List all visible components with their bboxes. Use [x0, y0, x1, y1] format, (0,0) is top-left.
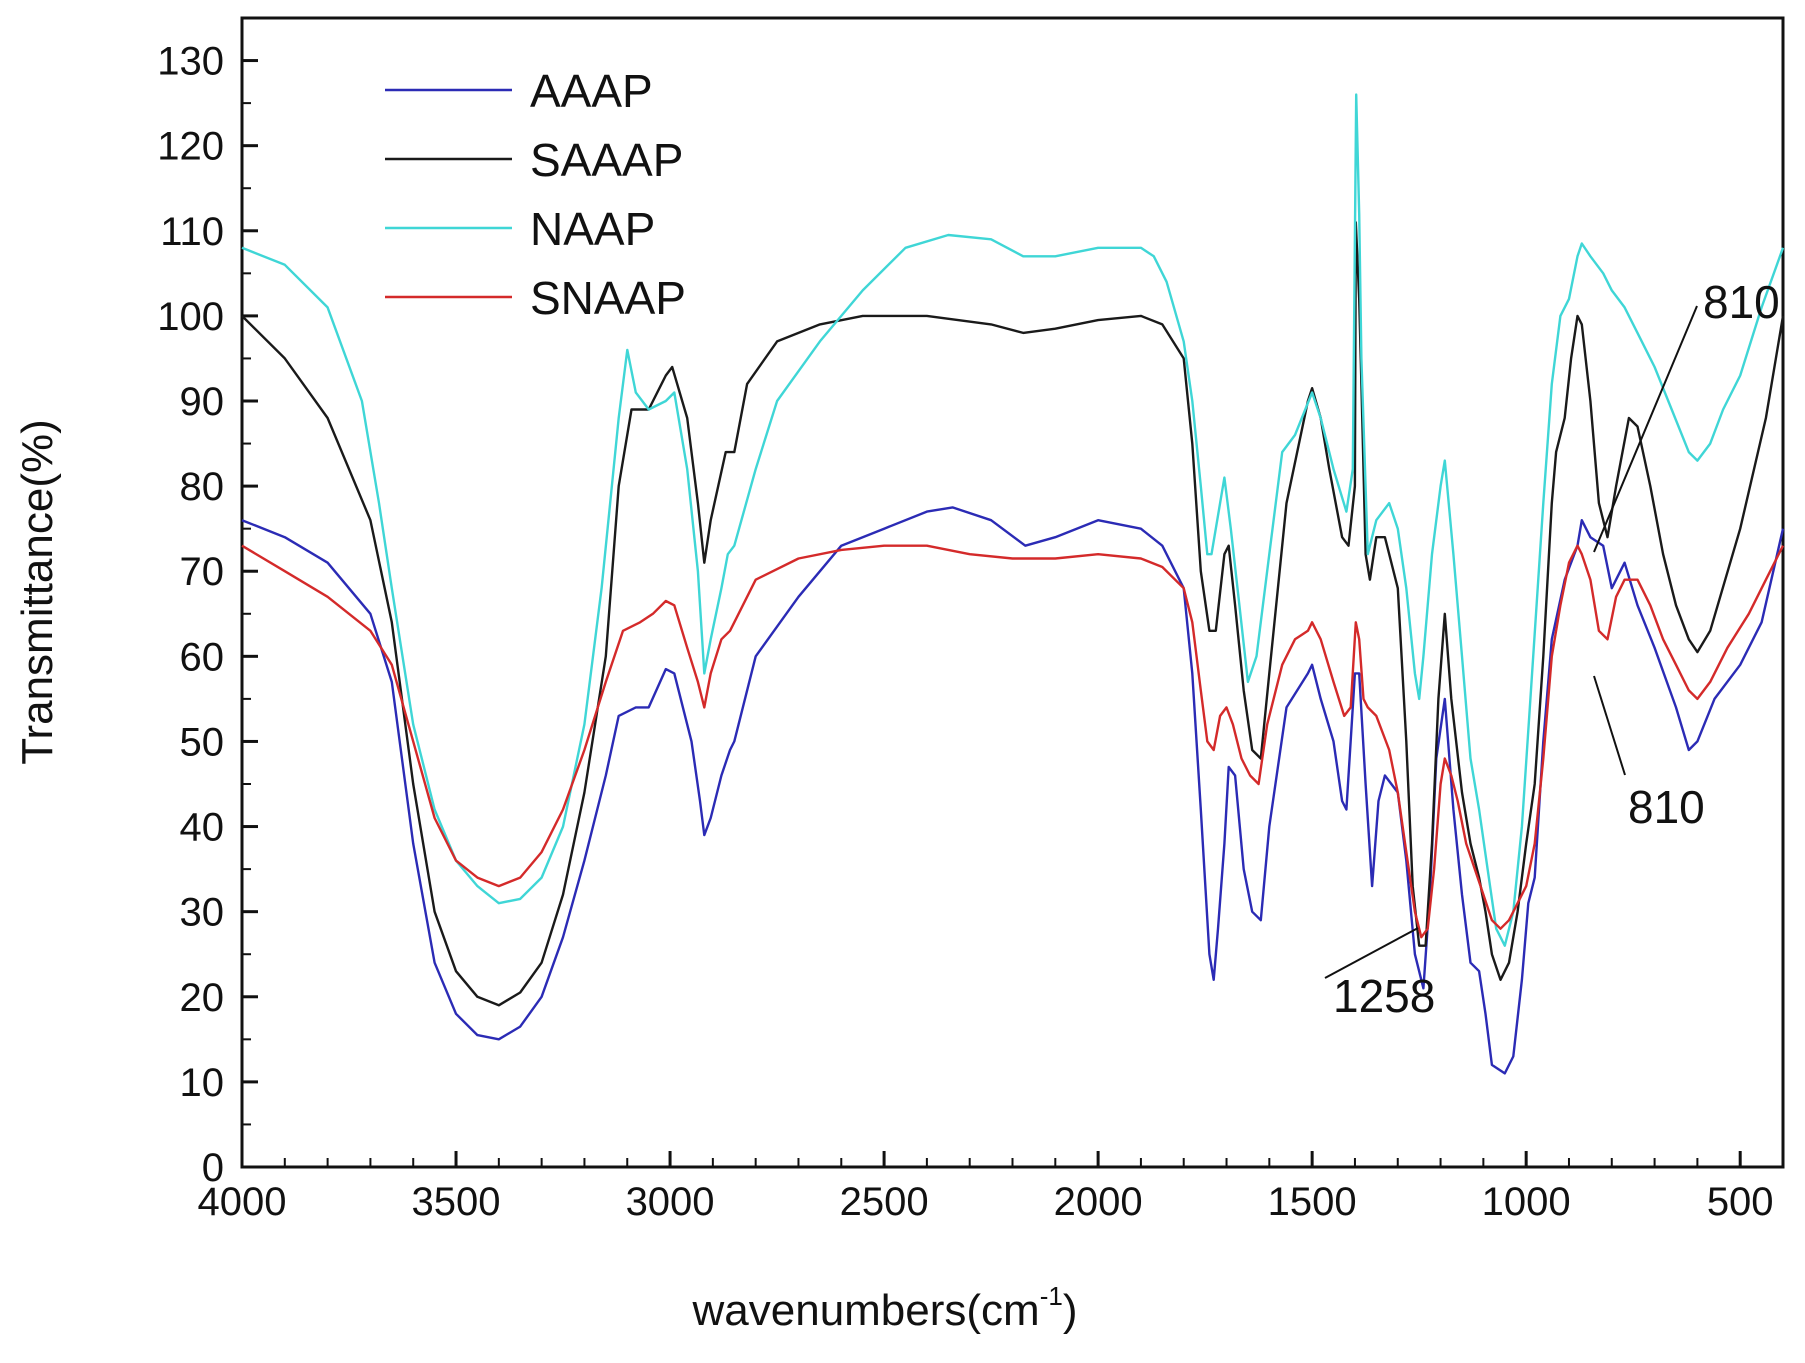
legend: AAAP SAAAP NAAP SNAAP — [385, 65, 686, 324]
y-axis-label: Transmittance(%) — [13, 419, 62, 765]
x-tick-label-3500: 3500 — [412, 1180, 501, 1224]
y-tick-label-10: 10 — [180, 1061, 225, 1105]
legend-label-saaap: SAAAP — [530, 134, 683, 186]
x-tick-label-2500: 2500 — [840, 1180, 929, 1224]
annotation-label-810-1: 810 — [1703, 276, 1780, 328]
series-layer — [241, 93, 1785, 1075]
x-tick-label-3000: 3000 — [626, 1180, 715, 1224]
y-tick-label-120: 120 — [157, 125, 224, 169]
y-axis-ticks: 0 10 20 30 40 50 60 70 80 90 100 110 120 130 — [157, 40, 258, 1190]
x-tick-label-1500: 1500 — [1268, 1180, 1357, 1224]
x-tick-label-4000: 4000 — [198, 1180, 287, 1224]
y-tick-label-80: 80 — [180, 465, 225, 509]
x-tick-label-2000: 2000 — [1054, 1180, 1143, 1224]
plot-frame — [240, 16, 1785, 1169]
annotation-label-810-2: 810 — [1628, 781, 1705, 833]
x-axis-label-main: wavenumbers(cm — [692, 1286, 1040, 1335]
legend-label-aaap: AAAP — [530, 65, 653, 117]
series-line-naap — [241, 93, 1785, 947]
y-tick-label-0: 0 — [202, 1146, 224, 1190]
series-line-aaap — [241, 506, 1785, 1075]
legend-label-snaap: SNAAP — [530, 272, 686, 324]
annotation-layer: 1258 810 810 — [1324, 276, 1780, 1022]
legend-label-naap: NAAP — [530, 203, 655, 255]
x-tick-label-1000: 1000 — [1482, 1180, 1571, 1224]
x-axis-label-superscript: -1 — [1040, 1281, 1063, 1311]
y-tick-label-90: 90 — [180, 380, 225, 424]
y-tick-label-30: 30 — [180, 891, 225, 935]
annotation-leader-810-2 — [1593, 675, 1626, 776]
y-tick-label-50: 50 — [180, 720, 225, 764]
y-tick-label-100: 100 — [157, 295, 224, 339]
x-tick-label-500: 500 — [1707, 1180, 1774, 1224]
y-tick-label-60: 60 — [180, 635, 225, 679]
annotation-label-1258-0: 1258 — [1333, 970, 1435, 1022]
y-tick-label-40: 40 — [180, 806, 225, 850]
x-axis-ticks: 4000 3500 3000 2500 2000 1500 1000 500 — [198, 1151, 1774, 1224]
y-tick-label-110: 110 — [160, 210, 224, 254]
series-line-snaap — [241, 544, 1785, 939]
y-tick-label-70: 70 — [180, 550, 225, 594]
series-line-saaap — [241, 221, 1785, 1007]
x-axis-label: wavenumbers(cm-1) — [692, 1281, 1078, 1335]
y-tick-label-20: 20 — [180, 976, 225, 1020]
y-tick-label-130: 130 — [157, 40, 224, 84]
annotation-leader-1258-0 — [1324, 927, 1419, 979]
x-axis-label-close: ) — [1063, 1286, 1078, 1335]
annotation-leader-810-1 — [1593, 305, 1698, 553]
